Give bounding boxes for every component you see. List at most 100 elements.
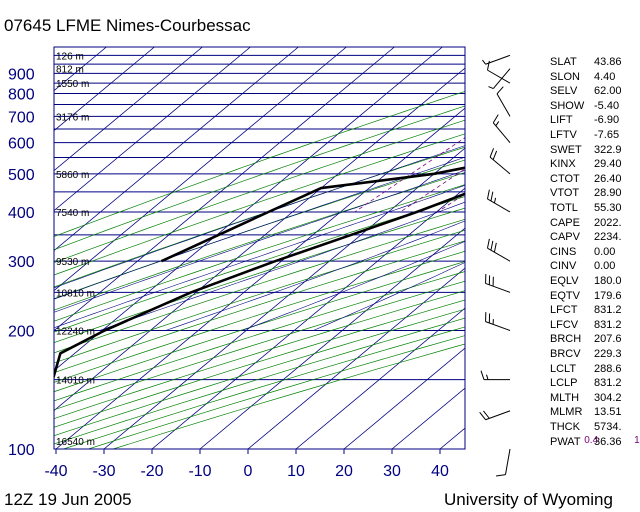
index-value: 180.0 [594, 275, 622, 287]
temperature-tick-label: -30 [92, 463, 115, 480]
index-key: EQTV [550, 289, 580, 302]
wind-barb-flag [486, 238, 490, 249]
wind-barb [480, 370, 510, 381]
pressure-tick-label: 400 [8, 205, 35, 222]
moist-adiabat-line [54, 170, 465, 313]
isotherm-line [54, 47, 443, 372]
plot-frame [53, 46, 466, 450]
index-value: 831.2 [594, 318, 622, 331]
wind-barb [485, 273, 511, 293]
temperature-tick-label: -20 [140, 463, 163, 480]
dry-adiabat-line [54, 261, 465, 393]
index-value: 831.2 [594, 377, 622, 390]
index-key: LCLT [550, 362, 577, 375]
wind-barb [496, 86, 511, 117]
index-key: SLAT [550, 56, 577, 68]
wind-barb-half-flag [493, 197, 497, 204]
wind-barb [486, 238, 511, 262]
moist-adiabat-line [54, 156, 465, 300]
moist-adiabat-line [54, 145, 465, 289]
index-key: PWAT [550, 435, 581, 448]
dry-adiabat-line [54, 280, 465, 411]
index-value: 229.3 [594, 348, 622, 360]
pressure-tick-label: 900 [8, 66, 35, 83]
index-value: 288.6 [594, 362, 622, 375]
station-title: 07645 LFME Nimes-Courbessac [4, 16, 251, 35]
dry-adiabat-line [54, 119, 465, 263]
height-label: 16540 m [56, 437, 95, 448]
background-lines [54, 47, 640, 449]
isotherm-line [295, 307, 465, 449]
wind-barb [482, 54, 511, 65]
index-key: THCK [550, 421, 580, 433]
mixing-ratio-label: 1 [634, 435, 640, 446]
isotherm-line [247, 267, 465, 449]
index-row: SWET 322.9 [550, 144, 622, 157]
source-credit: University of Wyoming [444, 490, 613, 509]
wind-barbs [479, 54, 511, 477]
index-value: 55.30 [594, 202, 622, 214]
wind-barb-staff [485, 410, 511, 421]
index-key: TOTL [550, 202, 578, 214]
index-key: BRCV [550, 348, 581, 360]
wind-barb-staff [496, 93, 511, 117]
temperature-tick-label: 30 [383, 463, 401, 480]
wind-barb-staff [492, 122, 511, 143]
index-value: 62.00 [594, 85, 622, 98]
wind-barb [496, 448, 511, 477]
index-row: KINX 29.40 [550, 158, 622, 171]
height-label: 126 m [56, 51, 84, 62]
wind-barb-flag [489, 148, 495, 158]
index-key: KINX [550, 158, 576, 171]
dry-adiabat-line [54, 184, 465, 322]
height-label: 1550 m [56, 79, 89, 90]
index-value: -7.65 [594, 129, 620, 141]
pressure-tick-label: 500 [8, 167, 35, 184]
index-row: LIFT -6.90 [550, 114, 619, 127]
pressure-tick-label: 300 [8, 254, 35, 271]
index-value: 26.40 [594, 172, 622, 185]
index-value: 13.51 [594, 406, 622, 419]
pressure-tick-label: 700 [8, 109, 35, 126]
wind-barb-flag [479, 412, 486, 421]
index-value: 179.6 [594, 289, 622, 302]
index-row: CAPV 2234. [550, 231, 622, 244]
height-label: 3176 m [56, 112, 89, 123]
index-value: 5734. [594, 421, 622, 433]
wind-barb-half-flag [482, 59, 486, 65]
wind-barb-staff [489, 156, 511, 175]
isotherm-line [54, 67, 465, 412]
index-value: 4.40 [594, 70, 616, 83]
wind-barb-flag [492, 150, 498, 160]
index-value: 831.2 [594, 304, 622, 317]
wind-barb [488, 68, 511, 90]
wind-barb-flag [490, 191, 494, 202]
isotherm-line [54, 47, 155, 132]
dry-adiabat-line [54, 105, 465, 251]
index-row: TOTL 55.30 [550, 202, 622, 215]
temperature-axis: -40 -30 -20 -10 0 10 20 30 40 [44, 449, 449, 480]
mixing-ratio-line [631, 47, 640, 212]
index-row: CINS 0.00 [550, 246, 615, 259]
dry-adiabat-line [54, 229, 465, 364]
index-value: 2022. [594, 216, 622, 229]
wind-barb-staff [504, 448, 511, 475]
wind-barb-flag [493, 242, 497, 253]
temperature-tick-label: 0 [244, 463, 253, 480]
index-key: CAPV [550, 231, 580, 244]
wind-barb [486, 60, 511, 84]
wind-barb-flag [496, 474, 506, 477]
wind-barb-half-flag [488, 86, 494, 90]
wind-barb-flag [486, 60, 490, 71]
temperature-tick-label: 20 [335, 463, 353, 480]
dry-adiabat-line [54, 250, 465, 383]
index-row: BRCH 207.6 [550, 333, 622, 346]
index-value: 0.00 [594, 260, 616, 273]
isotherm-line [54, 47, 203, 172]
wind-barb-staff [487, 198, 511, 213]
wind-barb-staff [487, 247, 511, 262]
wind-barb-flag [486, 189, 490, 200]
wind-barb-staff [485, 321, 511, 331]
isotherm-line [103, 147, 465, 449]
index-value: 304.2 [594, 391, 622, 404]
